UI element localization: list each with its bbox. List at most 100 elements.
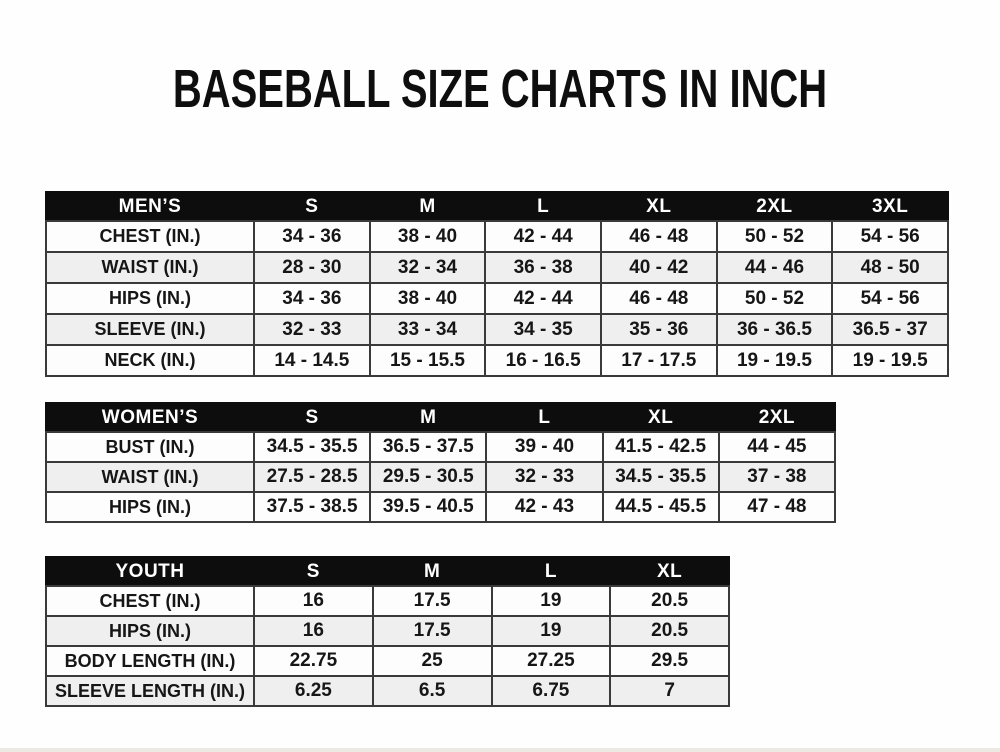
youth-size-cell: 16 bbox=[253, 585, 374, 617]
mens-size-cell: 15 - 15.5 bbox=[368, 344, 487, 377]
womens-size-cell: 44 - 45 bbox=[717, 431, 837, 463]
youth-size-cell: 22.75 bbox=[253, 645, 374, 677]
womens-row-label: BUST (IN.) bbox=[45, 431, 255, 463]
youth-table-row: CHEST (IN.) 16 17.5 19 20.5 bbox=[45, 585, 730, 617]
womens-size-cell: 29.5 - 30.5 bbox=[369, 461, 488, 493]
mens-table-row: CHEST (IN.) 34 - 36 38 - 40 42 - 44 46 - 48 5… bbox=[45, 220, 949, 253]
youth-header-row: YOUTH S M L XL bbox=[45, 556, 730, 587]
youth-row-label: BODY LENGTH (IN.) bbox=[45, 645, 255, 677]
mens-column-header-2xl: 2XL bbox=[715, 191, 834, 222]
womens-table-row: BUST (IN.) 34.5 - 35.5 36.5 - 37.5 39 - 40 4… bbox=[45, 431, 837, 463]
womens-size-cell: 44.5 - 45.5 bbox=[601, 491, 720, 523]
mens-table-row: WAIST (IN.) 28 - 30 32 - 34 36 - 38 40 - 42 4… bbox=[45, 251, 949, 284]
youth-size-cell: 7 bbox=[609, 675, 730, 707]
womens-header-row: WOMEN’S S M L XL 2XL bbox=[45, 402, 837, 433]
youth-size-cell: 6.25 bbox=[253, 675, 374, 707]
page-title: BASEBALL SIZE CHARTS IN INCH bbox=[0, 62, 1000, 116]
mens-table-row: SLEEVE (IN.) 32 - 33 33 - 34 34 - 35 35 - 36… bbox=[45, 313, 949, 346]
mens-size-cell: 32 - 34 bbox=[368, 251, 487, 284]
youth-table-row: HIPS (IN.) 16 17.5 19 20.5 bbox=[45, 615, 730, 647]
womens-table-row: HIPS (IN.) 37.5 - 38.5 39.5 - 40.5 42 - 43 4… bbox=[45, 491, 837, 523]
womens-size-cell: 42 - 43 bbox=[485, 491, 604, 523]
mens-size-cell: 28 - 30 bbox=[253, 251, 371, 284]
mens-size-cell: 48 - 50 bbox=[831, 251, 949, 284]
youth-table-row: SLEEVE LENGTH (IN.) 6.25 6.5 6.75 7 bbox=[45, 675, 730, 707]
womens-row-label: HIPS (IN.) bbox=[45, 491, 255, 523]
mens-size-cell: 54 - 56 bbox=[831, 220, 949, 253]
mens-size-cell: 36.5 - 37 bbox=[831, 313, 949, 346]
youth-column-header-l: L bbox=[490, 556, 612, 587]
youth-size-cell: 16 bbox=[253, 615, 374, 647]
mens-size-cell: 50 - 52 bbox=[715, 282, 834, 315]
mens-row-label: CHEST (IN.) bbox=[45, 220, 255, 253]
mens-table-row: NECK (IN.) 14 - 14.5 15 - 15.5 16 - 16.5 17 … bbox=[45, 344, 949, 377]
mens-size-cell: 54 - 56 bbox=[831, 282, 949, 315]
youth-size-chart-section: YOUTH S M L XL CHEST (IN.) 16 17.5 19 20.5 HIPS (I… bbox=[45, 556, 730, 707]
youth-column-header-xl: XL bbox=[609, 556, 730, 587]
mens-size-cell: 14 - 14.5 bbox=[253, 344, 371, 377]
youth-group-header: YOUTH bbox=[45, 556, 255, 587]
mens-size-cell: 34 - 36 bbox=[253, 282, 371, 315]
youth-size-cell: 19 bbox=[490, 585, 612, 617]
youth-size-cell: 27.25 bbox=[490, 645, 612, 677]
womens-size-cell: 39.5 - 40.5 bbox=[369, 491, 488, 523]
mens-size-cell: 46 - 48 bbox=[599, 282, 718, 315]
womens-column-header-l: L bbox=[485, 402, 604, 433]
womens-size-cell: 36.5 - 37.5 bbox=[369, 431, 488, 463]
mens-size-cell: 19 - 19.5 bbox=[715, 344, 834, 377]
mens-size-cell: 38 - 40 bbox=[368, 282, 487, 315]
mens-size-cell: 50 - 52 bbox=[715, 220, 834, 253]
womens-size-chart-section: WOMEN’S S M L XL 2XL BUST (IN.) 34.5 - 35.5 36.5… bbox=[45, 402, 837, 523]
youth-size-cell: 6.5 bbox=[371, 675, 493, 707]
mens-size-cell: 35 - 36 bbox=[599, 313, 718, 346]
womens-size-cell: 39 - 40 bbox=[485, 431, 604, 463]
page-bottom-edge bbox=[0, 748, 1000, 752]
womens-column-header-s: S bbox=[252, 402, 372, 433]
mens-size-cell: 19 - 19.5 bbox=[831, 344, 949, 377]
womens-size-cell: 37 - 38 bbox=[717, 461, 837, 493]
youth-size-table: YOUTH S M L XL CHEST (IN.) 16 17.5 19 20.5 HIPS (I… bbox=[45, 556, 730, 707]
mens-column-header-m: M bbox=[368, 191, 487, 222]
youth-size-cell: 20.5 bbox=[609, 585, 730, 617]
mens-size-cell: 46 - 48 bbox=[599, 220, 718, 253]
womens-row-label: WAIST (IN.) bbox=[45, 461, 255, 493]
womens-size-cell: 27.5 - 28.5 bbox=[252, 461, 372, 493]
mens-size-cell: 34 - 36 bbox=[253, 220, 371, 253]
mens-size-cell: 40 - 42 bbox=[599, 251, 718, 284]
womens-group-header: WOMEN’S bbox=[45, 402, 255, 433]
youth-column-header-m: M bbox=[371, 556, 493, 587]
mens-size-cell: 38 - 40 bbox=[368, 220, 487, 253]
youth-size-cell: 25 bbox=[371, 645, 493, 677]
womens-size-cell: 41.5 - 42.5 bbox=[601, 431, 720, 463]
mens-group-header: MEN’S bbox=[45, 191, 255, 222]
mens-row-label: SLEEVE (IN.) bbox=[45, 313, 255, 346]
mens-size-cell: 32 - 33 bbox=[253, 313, 371, 346]
mens-column-header-l: L bbox=[484, 191, 602, 222]
youth-size-cell: 19 bbox=[490, 615, 612, 647]
youth-size-cell: 29.5 bbox=[609, 645, 730, 677]
mens-size-cell: 36 - 38 bbox=[484, 251, 602, 284]
mens-row-label: NECK (IN.) bbox=[45, 344, 255, 377]
mens-column-header-3xl: 3XL bbox=[831, 191, 949, 222]
youth-row-label: CHEST (IN.) bbox=[45, 585, 255, 617]
youth-column-header-s: S bbox=[253, 556, 374, 587]
mens-size-cell: 44 - 46 bbox=[715, 251, 834, 284]
youth-row-label: SLEEVE LENGTH (IN.) bbox=[45, 675, 255, 707]
mens-size-cell: 36 - 36.5 bbox=[715, 313, 834, 346]
mens-size-table: MEN’S S M L XL 2XL 3XL CHEST (IN.) 34 - 36 38 - 4… bbox=[45, 191, 949, 377]
mens-table-row: HIPS (IN.) 34 - 36 38 - 40 42 - 44 46 - 48 50… bbox=[45, 282, 949, 315]
mens-size-cell: 33 - 34 bbox=[368, 313, 487, 346]
womens-size-cell: 34.5 - 35.5 bbox=[601, 461, 720, 493]
mens-size-cell: 42 - 44 bbox=[484, 220, 602, 253]
womens-column-header-2xl: 2XL bbox=[717, 402, 837, 433]
womens-size-table: WOMEN’S S M L XL 2XL BUST (IN.) 34.5 - 35.5 36.5… bbox=[45, 402, 837, 523]
womens-column-header-xl: XL bbox=[601, 402, 720, 433]
mens-size-cell: 34 - 35 bbox=[484, 313, 602, 346]
youth-size-cell: 17.5 bbox=[371, 615, 493, 647]
youth-size-cell: 6.75 bbox=[490, 675, 612, 707]
womens-column-header-m: M bbox=[369, 402, 488, 433]
womens-table-row: WAIST (IN.) 27.5 - 28.5 29.5 - 30.5 32 - 33… bbox=[45, 461, 837, 493]
mens-row-label: WAIST (IN.) bbox=[45, 251, 255, 284]
mens-column-header-s: S bbox=[253, 191, 371, 222]
mens-row-label: HIPS (IN.) bbox=[45, 282, 255, 315]
